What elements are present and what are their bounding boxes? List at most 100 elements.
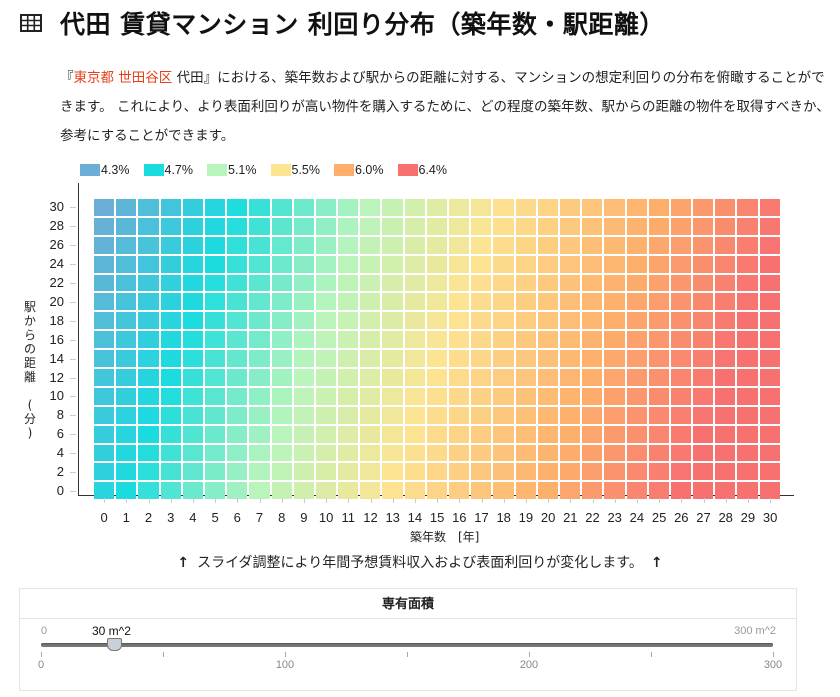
heatmap-cell xyxy=(338,217,359,235)
heatmap-cell xyxy=(648,236,669,254)
y-tick-label: 8 xyxy=(56,407,64,423)
heatmap-cell xyxy=(315,293,337,311)
heatmap-cell xyxy=(537,217,558,235)
heatmap-cell xyxy=(493,199,514,216)
y-axis-line xyxy=(78,183,79,496)
heatmap-cell xyxy=(715,369,736,386)
heatmap-cell xyxy=(338,482,359,500)
heatmap-cell xyxy=(360,482,381,500)
heatmap-cell xyxy=(116,255,137,273)
heatmap-cell xyxy=(426,274,447,292)
heatmap-cell xyxy=(94,387,115,405)
heatmap-cell xyxy=(138,482,159,500)
heatmap-cell xyxy=(515,312,536,330)
heatmap-cell xyxy=(759,482,780,500)
heatmap-cell xyxy=(315,350,337,368)
heatmap-cell xyxy=(160,387,181,405)
x-tick-label: 4 xyxy=(189,510,197,525)
heatmap-cell xyxy=(604,255,625,273)
location-area: 代田』 xyxy=(172,70,218,86)
heatmap-cell xyxy=(160,199,181,216)
heatmap-cell xyxy=(249,199,270,216)
legend-label: 5.1% xyxy=(228,163,257,177)
x-tick-label: 29 xyxy=(740,510,756,525)
heatmap-cell xyxy=(293,425,314,443)
heatmap-cell xyxy=(271,482,292,500)
heatmap-cell xyxy=(293,463,314,481)
heatmap-cell xyxy=(227,425,248,443)
heatmap-cell xyxy=(515,255,536,273)
heatmap-cell xyxy=(648,350,669,368)
heatmap-cell xyxy=(759,255,780,273)
x-tick-label: 8 xyxy=(278,510,286,525)
heatmap-cell xyxy=(404,444,425,462)
heatmap-cell xyxy=(626,312,647,330)
page-title: 代田 賃貸マンション 利回り分布（築年数・駅距離） xyxy=(20,6,665,40)
heatmap-cell xyxy=(559,369,581,386)
heatmap-cell xyxy=(693,293,714,311)
heatmap-cell xyxy=(315,406,337,424)
heatmap-cell xyxy=(160,369,181,386)
heatmap-cell xyxy=(715,444,736,462)
heatmap-cell xyxy=(426,406,447,424)
heatmap-cell xyxy=(648,406,669,424)
heatmap-cell xyxy=(404,293,425,311)
heatmap-cell xyxy=(249,331,270,349)
slider-title: 専有面積 xyxy=(20,589,796,619)
heatmap-cell xyxy=(737,387,758,405)
y-tick-label: 0 xyxy=(56,482,64,498)
heatmap-cell xyxy=(293,331,314,349)
heatmap-cell xyxy=(559,350,581,368)
heatmap-cell xyxy=(648,425,669,443)
heatmap-cell xyxy=(138,406,159,424)
heatmap-cell xyxy=(227,255,248,273)
heatmap-cell xyxy=(249,312,270,330)
heatmap-cell xyxy=(449,350,470,368)
legend-item: 6.4% xyxy=(397,163,447,177)
heatmap-cell xyxy=(271,274,292,292)
heatmap-cell xyxy=(227,482,248,500)
slider-handle[interactable] xyxy=(107,638,123,651)
heatmap-cell xyxy=(404,406,425,424)
heatmap-cell xyxy=(338,274,359,292)
heatmap-cell xyxy=(537,387,558,405)
heatmap-cell xyxy=(559,463,581,481)
heatmap-cell xyxy=(360,255,381,273)
heatmap-cell xyxy=(182,293,203,311)
heatmap-cell xyxy=(382,255,403,273)
heatmap-cell xyxy=(515,406,536,424)
heatmap-cell xyxy=(271,255,292,273)
slider-scale-label: 300 xyxy=(763,659,783,671)
heatmap-cell xyxy=(515,199,536,216)
heatmap-cell xyxy=(315,331,337,349)
chart-legend: 4.3% 4.7% 5.1% 5.5% 6.0% 6.4% xyxy=(80,163,461,177)
heatmap-cell xyxy=(382,274,403,292)
x-tick-label: 15 xyxy=(429,510,445,525)
heatmap-cell xyxy=(182,387,203,405)
x-tick-label: 30 xyxy=(762,510,778,525)
heatmap-cell xyxy=(670,369,692,386)
heatmap-cell xyxy=(759,331,780,349)
heatmap-cell xyxy=(138,199,159,216)
heatmap-cell xyxy=(559,331,581,349)
legend-item: 5.5% xyxy=(270,163,320,177)
heatmap-cell xyxy=(737,331,758,349)
heatmap-cell xyxy=(249,255,270,273)
heatmap-cell xyxy=(315,236,337,254)
heatmap-cell xyxy=(559,199,581,216)
heatmap-cell xyxy=(426,331,447,349)
slider-track[interactable] xyxy=(41,643,773,647)
heatmap-cell xyxy=(271,331,292,349)
heatmap-cell xyxy=(515,387,536,405)
heatmap-cell xyxy=(626,463,647,481)
slider-current-value: 30 m^2 xyxy=(92,624,131,638)
heatmap-cell xyxy=(449,236,470,254)
heatmap-cell xyxy=(338,293,359,311)
heatmap-cell xyxy=(537,482,558,500)
heatmap-cell xyxy=(138,350,159,368)
legend-item: 4.7% xyxy=(143,163,193,177)
y-tick-label: 28 xyxy=(49,218,64,234)
heatmap-cell xyxy=(116,199,137,216)
heatmap-cell xyxy=(626,406,647,424)
heatmap-cell xyxy=(227,406,248,424)
